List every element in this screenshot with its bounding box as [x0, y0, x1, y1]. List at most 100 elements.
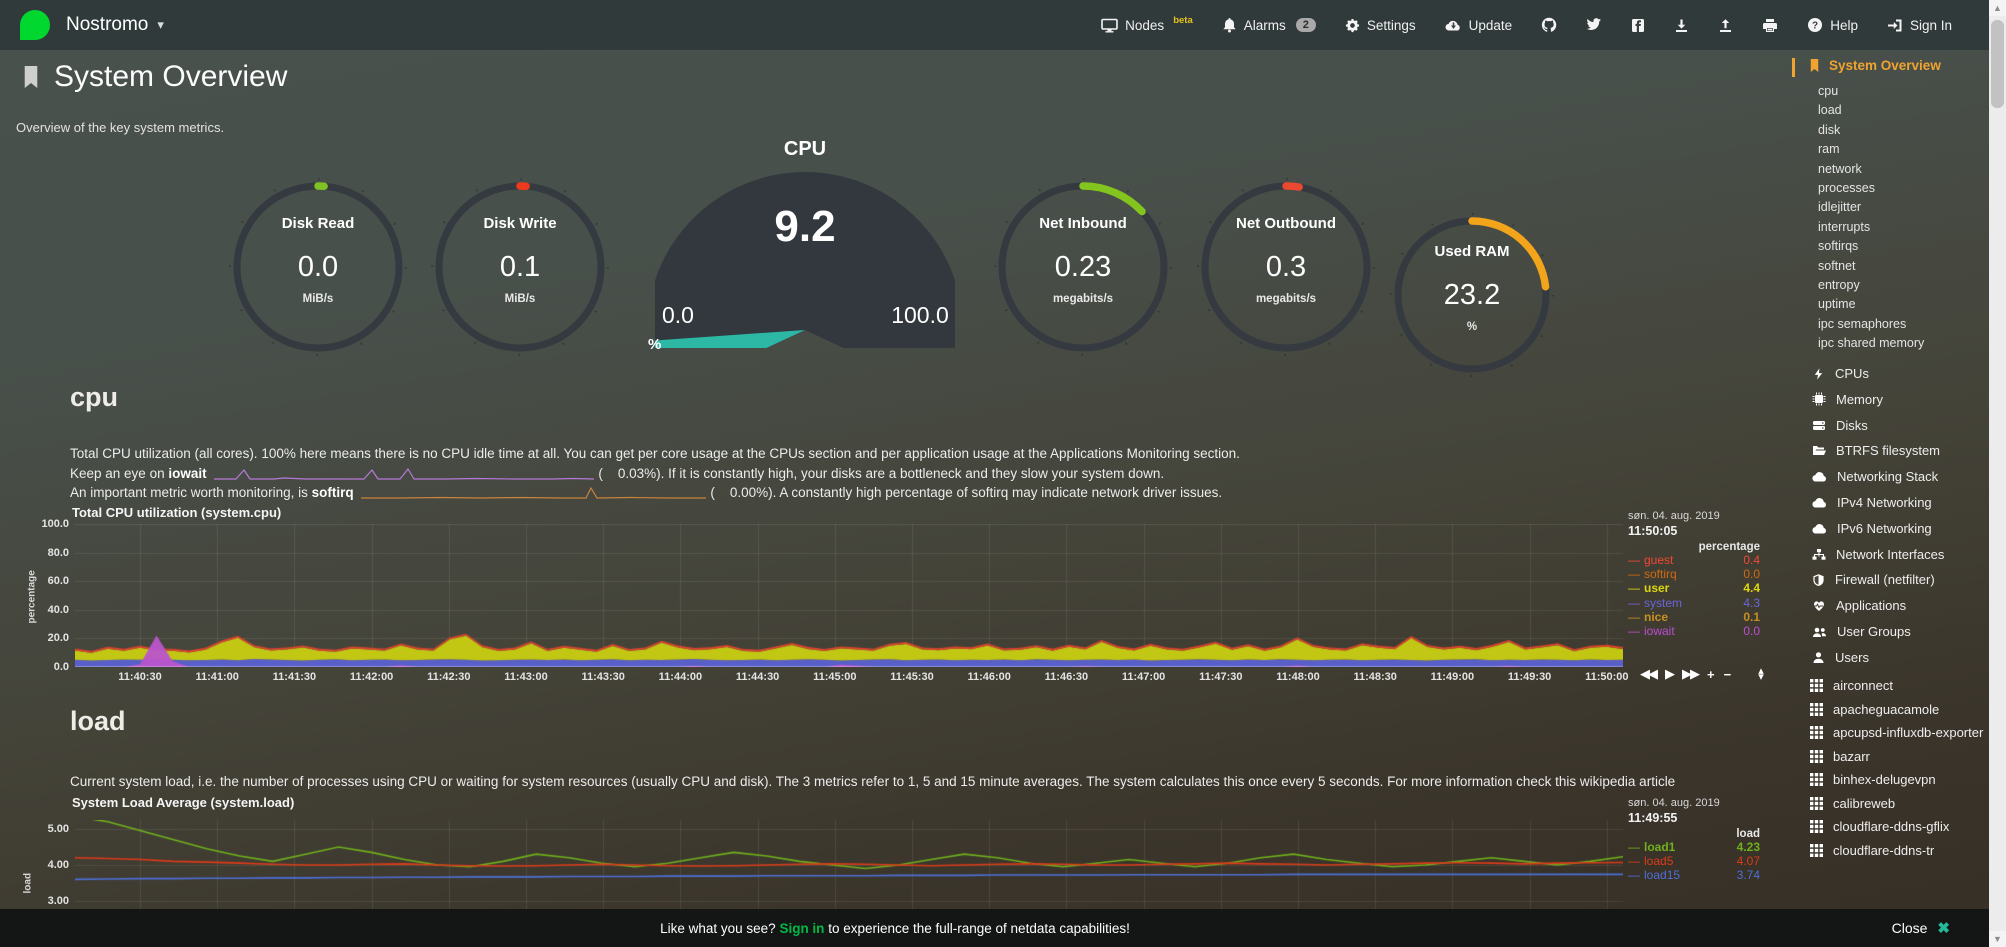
x-axis-tick: 11:41:30 — [272, 671, 317, 683]
sidebar-subitem-softirqs[interactable]: softirqs — [1818, 239, 1859, 254]
export-button[interactable] — [1674, 18, 1689, 33]
load-chart-title: System Load Average (system.load) — [72, 795, 295, 810]
sidebar-item-binhex-delugevpn[interactable]: binhex-delugevpn — [1792, 770, 1988, 790]
legend-swatch: — — [1628, 595, 1640, 610]
sidebar-item-label: apcupsd-influxdb-exporter — [1833, 725, 1984, 741]
gauge-net-outbound[interactable]: Net Outbound 0.3 megabits/s — [1196, 177, 1376, 357]
sidebar-subitem-entropy[interactable]: entropy — [1818, 278, 1860, 293]
github-button[interactable] — [1541, 17, 1557, 33]
cpu-chart-canvas[interactable] — [75, 524, 1623, 667]
sidebar-item-disks[interactable]: Disks — [1792, 412, 1988, 438]
help-button[interactable]: ? Help — [1807, 17, 1858, 33]
settings-button[interactable]: Settings — [1345, 18, 1416, 33]
hostname-dropdown[interactable]: Nostromo ▾ — [66, 14, 164, 36]
legend-row-softirq[interactable]: — softirq 0.0 — [1628, 567, 1760, 581]
sidebar-subitem-ram[interactable]: ram — [1818, 142, 1840, 157]
update-button[interactable]: Update — [1445, 18, 1512, 33]
sidebar-item-btrfs-filesystem[interactable]: BTRFS filesystem — [1792, 438, 1988, 464]
gauge-disk-write[interactable]: Disk Write 0.1 MiB/s — [430, 177, 610, 357]
sidebar-item-cloudflare-ddns-tr[interactable]: cloudflare-ddns-tr — [1792, 841, 1988, 861]
scroll-down-arrow[interactable]: ▼ — [1989, 931, 2006, 947]
print-button[interactable] — [1762, 18, 1778, 33]
netdata-logo[interactable] — [20, 10, 50, 40]
legend-row-guest[interactable]: — guest 0.4 — [1628, 553, 1760, 567]
sidebar-item-networking-stack[interactable]: Networking Stack — [1792, 464, 1988, 490]
sidebar-item-applications[interactable]: Applications — [1792, 593, 1988, 619]
sidebar-item-ipv6-networking[interactable]: IPv6 Networking — [1792, 515, 1988, 541]
legend-row-system[interactable]: — system 4.3 — [1628, 596, 1760, 610]
sidebar-item-user-groups[interactable]: User Groups — [1792, 619, 1988, 645]
sidebar-item-ipv4-networking[interactable]: IPv4 Networking — [1792, 490, 1988, 516]
sidebar-subitem-softnet[interactable]: softnet — [1818, 258, 1856, 273]
pan-forward-button[interactable]: ▶▶ — [1682, 666, 1700, 681]
gauge-value: 0.0 — [297, 251, 339, 283]
legend-row-load15[interactable]: — load15 3.74 — [1628, 868, 1760, 882]
twitter-button[interactable] — [1586, 18, 1602, 32]
zoom-out-button[interactable]: − — [1723, 666, 1732, 682]
pan-backward-button[interactable]: ◀◀ — [1640, 666, 1658, 681]
sidebar-subitem-cpu[interactable]: cpu — [1818, 84, 1839, 98]
scrollbar-thumb[interactable] — [1991, 20, 2004, 108]
sidebar-item-bazarr[interactable]: bazarr — [1792, 747, 1988, 767]
sidebar-subitem-load[interactable]: load — [1818, 103, 1842, 118]
cloud-icon — [1812, 523, 1827, 534]
sidebar-item-apacheguacamole[interactable]: apacheguacamole — [1792, 700, 1988, 720]
facebook-button[interactable] — [1631, 18, 1645, 33]
grid-icon — [1810, 726, 1823, 740]
cloud-icon — [1812, 471, 1827, 482]
chart-time: 11:50:05 — [1628, 524, 1678, 538]
grid-icon — [1810, 702, 1823, 716]
gauge-value: 23.2 — [1443, 279, 1501, 311]
sidebar-subitem-interrupts[interactable]: interrupts — [1818, 219, 1871, 234]
nodes-button[interactable]: Nodes beta — [1101, 15, 1193, 33]
sidebar-item-label: Memory — [1836, 391, 1883, 407]
sidebar-item-apcupsd-influxdb-exporter[interactable]: apcupsd-influxdb-exporter — [1792, 723, 1988, 743]
sidebar-subitem-idlejitter[interactable]: idlejitter — [1818, 200, 1862, 215]
import-button[interactable] — [1718, 18, 1733, 33]
sidebar-subitem-ipc-semaphores[interactable]: ipc semaphores — [1818, 316, 1907, 331]
legend-row-iowait[interactable]: — iowait 0.0 — [1628, 624, 1760, 638]
gauge-net-inbound[interactable]: Net Inbound 0.23 megabits/s — [993, 177, 1173, 357]
legend-row-user[interactable]: — user 4.4 — [1628, 581, 1760, 595]
gauge-unit: megabits/s — [1255, 293, 1317, 305]
load-chart-legend[interactable]: søn. 04. aug. 2019 11:49:55 load — load1 … — [1628, 797, 1760, 883]
sidebar-item-users[interactable]: Users — [1792, 644, 1988, 670]
gauge-used-ram[interactable]: Used RAM 23.2 % — [1389, 212, 1555, 378]
sidebar-item-label: Users — [1835, 649, 1869, 665]
sidebar-subitem-ipc-shared-memory[interactable]: ipc shared memory — [1818, 336, 1925, 351]
sidebar-item-firewall-netfilter-[interactable]: Firewall (netfilter) — [1792, 567, 1988, 593]
legend-name: user — [1644, 581, 1670, 596]
alarms-button[interactable]: Alarms 2 — [1222, 17, 1316, 33]
cpu-chart-toolbar: ◀◀ ▶ ▶▶ + − ▴ ▾ — [1640, 665, 1764, 683]
sidebar-item-label: IPv6 Networking — [1837, 520, 1932, 536]
legend-row-load1[interactable]: — load1 4.23 — [1628, 840, 1760, 854]
legend-value: 0.1 — [1743, 609, 1760, 624]
sidebar-subitem-processes[interactable]: processes — [1818, 181, 1875, 196]
sidebar-item-system-overview[interactable]: System Overview — [1792, 58, 1988, 77]
page-scrollbar[interactable]: ▲ ▼ — [1989, 0, 2006, 947]
banner-close-button[interactable]: Close ✖ — [1892, 919, 1950, 937]
load-section-description: Current system load, i.e. the number of … — [70, 774, 1676, 789]
legend-row-load5[interactable]: — load5 4.07 — [1628, 854, 1760, 868]
signin-link[interactable]: Sign in — [779, 920, 825, 936]
nodes-label: Nodes — [1125, 17, 1165, 33]
sidebar-subitem-network[interactable]: network — [1818, 161, 1862, 176]
sidebar-item-calibreweb[interactable]: calibreweb — [1792, 794, 1988, 814]
play-button[interactable]: ▶ — [1665, 666, 1675, 681]
sidebar-item-airconnect[interactable]: airconnect — [1792, 676, 1988, 696]
cpu-chart-legend[interactable]: søn. 04. aug. 2019 11:50:05 percentage — … — [1628, 510, 1760, 638]
sidebar-subitem-uptime[interactable]: uptime — [1818, 297, 1856, 312]
cloud-download-icon — [1445, 18, 1462, 32]
sidebar-item-cpus[interactable]: CPUs — [1792, 361, 1988, 387]
sidebar-item-memory[interactable]: Memory — [1792, 386, 1988, 412]
sidebar-item-cloudflare-ddns-gflix[interactable]: cloudflare-ddns-gflix — [1792, 817, 1988, 837]
signin-button[interactable]: Sign In — [1887, 18, 1952, 33]
scroll-up-arrow[interactable]: ▲ — [1989, 0, 2006, 16]
legend-row-nice[interactable]: — nice 0.1 — [1628, 610, 1760, 624]
resize-handle-icon[interactable]: ▴ ▾ — [1758, 665, 1764, 683]
sidebar-subitem-disk[interactable]: disk — [1818, 122, 1841, 137]
gauge-disk-read[interactable]: Disk Read 0.0 MiB/s — [228, 177, 408, 357]
sidebar-item-network-interfaces[interactable]: Network Interfaces — [1792, 541, 1988, 567]
question-icon: ? — [1807, 17, 1823, 33]
zoom-in-button[interactable]: + — [1707, 666, 1715, 682]
